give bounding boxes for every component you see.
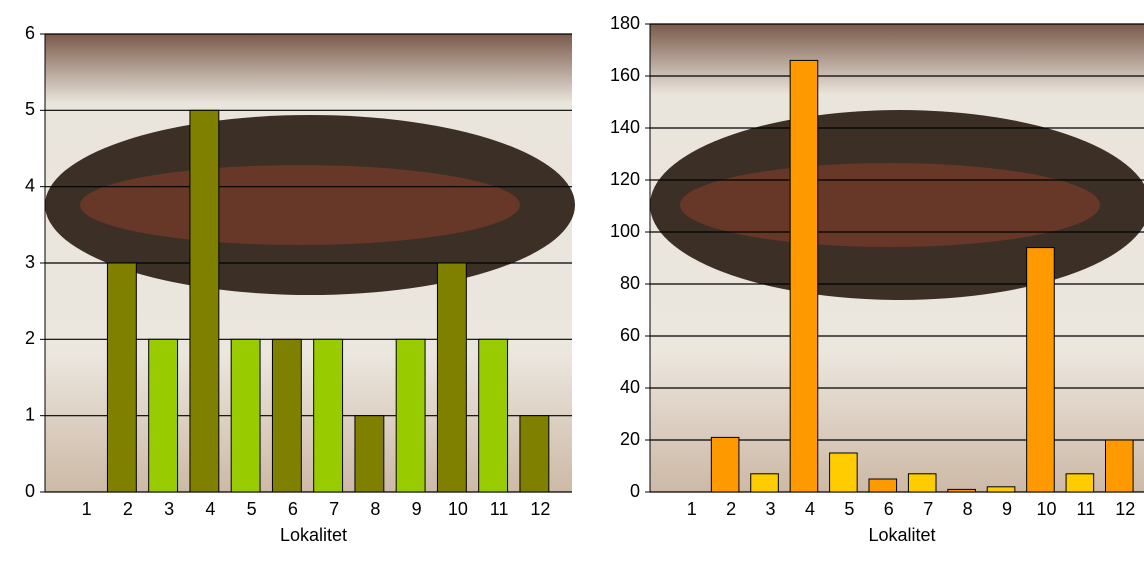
x-axis-label: Lokalitet	[280, 525, 347, 545]
bar	[436, 262, 467, 493]
bar	[230, 338, 261, 493]
x-axis-label: Lokalitet	[868, 525, 935, 545]
bar	[189, 109, 220, 493]
x-tick-label: 3	[164, 499, 174, 519]
x-tick-label: 7	[329, 499, 339, 519]
bar	[478, 338, 509, 493]
y-tick-label: 0	[630, 481, 640, 501]
bar	[313, 338, 344, 493]
bar	[1065, 473, 1095, 493]
x-tick-label: 3	[766, 499, 776, 519]
y-tick-label: 60	[620, 325, 640, 345]
x-tick-label: 8	[370, 499, 380, 519]
x-tick-label: 4	[205, 499, 215, 519]
y-tick-label: 160	[610, 65, 640, 85]
x-tick-label: 7	[923, 499, 933, 519]
x-tick-label: 2	[726, 499, 736, 519]
y-tick-label: 4	[25, 175, 35, 195]
y-tick-label: 1	[25, 404, 35, 424]
x-tick-label: 11	[490, 499, 509, 519]
y-tick-label: 0	[25, 481, 35, 501]
x-tick-label: 8	[963, 499, 973, 519]
bar	[519, 415, 550, 493]
bar	[106, 262, 137, 493]
bar	[1026, 247, 1055, 493]
x-tick-label: 5	[247, 499, 257, 519]
x-tick-label: 12	[1115, 499, 1135, 519]
y-tick-label: 3	[25, 252, 35, 272]
y-tick-label: 20	[620, 429, 640, 449]
photo-right	[650, 24, 1144, 492]
x-tick-label: 2	[123, 499, 133, 519]
bar	[354, 415, 385, 493]
y-tick-label: 5	[25, 99, 35, 119]
y-tick-label: 40	[620, 377, 640, 397]
bar	[789, 59, 819, 493]
x-tick-label: 12	[530, 499, 550, 519]
x-tick-label: 10	[1036, 499, 1056, 519]
bar	[986, 486, 1016, 493]
x-tick-label: 11	[1077, 499, 1096, 519]
y-tick-label: 80	[620, 273, 640, 293]
x-tick-label: 6	[288, 499, 298, 519]
bar	[907, 473, 937, 493]
bar	[271, 338, 302, 493]
x-tick-label: 4	[805, 499, 815, 519]
x-tick-label: 1	[687, 499, 697, 519]
x-tick-label: 1	[82, 499, 92, 519]
bar	[148, 338, 179, 493]
x-tick-label: 9	[1002, 499, 1012, 519]
y-tick-label: 180	[610, 13, 640, 33]
x-tick-label: 5	[844, 499, 854, 519]
y-tick-label: 140	[610, 117, 640, 137]
y-tick-label: 6	[25, 23, 35, 43]
x-tick-label: 10	[448, 499, 468, 519]
bar	[710, 436, 740, 493]
bar	[868, 478, 898, 493]
y-tick-label: 100	[610, 221, 640, 241]
y-tick-label: 120	[610, 169, 640, 189]
x-tick-label: 6	[884, 499, 894, 519]
bar	[750, 473, 779, 493]
bar	[395, 338, 426, 493]
bar	[829, 452, 858, 493]
y-tick-label: 2	[25, 328, 35, 348]
bar	[1104, 439, 1134, 493]
x-tick-label: 9	[412, 499, 422, 519]
